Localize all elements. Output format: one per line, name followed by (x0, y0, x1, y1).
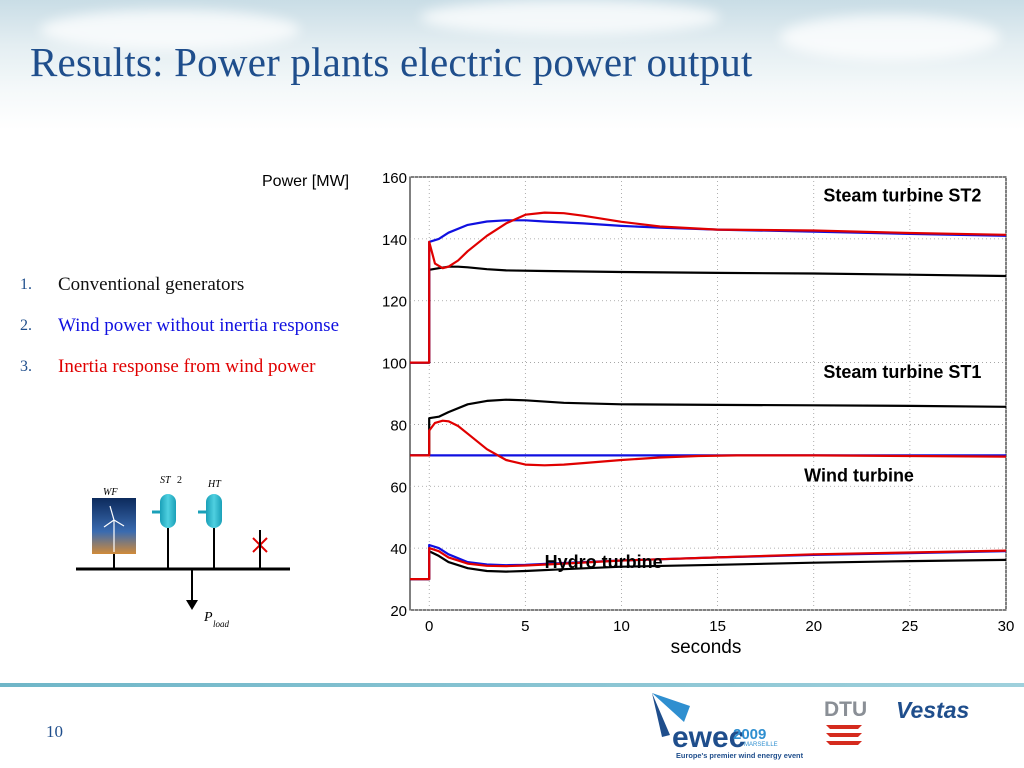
list-text: Wind power without inertia response (58, 315, 340, 336)
y-tick-label: 40 (390, 541, 407, 558)
header-background (0, 0, 1024, 130)
y-tick-label: 80 (390, 417, 407, 434)
grid (410, 176, 1007, 611)
series-annotation: Hydro turbine (545, 552, 663, 572)
legend-list: 1. Conventional generators 2. Wind power… (20, 272, 350, 395)
plot-frame (409, 176, 1007, 611)
y-tick-label: 120 (382, 294, 407, 311)
x-tick-label: 0 (425, 618, 433, 635)
slide-title: Results: Power plants electric power out… (30, 39, 753, 85)
series-line (410, 419, 1007, 467)
y-tick-label: 100 (382, 356, 407, 373)
series-lines (410, 211, 1007, 581)
x-tick-label: 5 (521, 618, 529, 635)
series-line (410, 550, 1007, 581)
series-annotation: Steam turbine ST2 (823, 186, 981, 206)
x-axis-label: seconds (671, 637, 742, 658)
y-axis-label: Power [MW] (262, 173, 349, 190)
y-tick-label: 60 (390, 479, 407, 496)
list-text: Inertia response from wind power (58, 356, 316, 377)
cloud-decoration (780, 15, 1000, 60)
list-item: 1. Conventional generators (20, 272, 350, 298)
x-tick-label: 15 (709, 618, 726, 635)
cloud-decoration (40, 10, 300, 50)
y-tick-label: 160 (382, 170, 407, 187)
series-annotation: Wind turbine (804, 466, 914, 486)
list-number: 1. (20, 276, 32, 293)
series-line (410, 219, 1007, 364)
list-item: 2. Wind power without inertia response (20, 313, 350, 339)
cloud-decoration (420, 0, 720, 35)
series-line (410, 265, 1007, 364)
x-tick-label: 25 (902, 618, 919, 635)
list-number: 2. (20, 317, 32, 334)
y-tick-label: 20 (390, 603, 407, 620)
x-tick-label: 20 (805, 618, 822, 635)
slide-number: 10 (46, 722, 63, 741)
list-text: Conventional generators (58, 274, 245, 295)
x-tick-label: 30 (998, 618, 1015, 635)
ticks: 0 5 10 15 20 25 30 20 40 60 80 100 120 140 160 (382, 170, 1014, 635)
footer-divider (0, 683, 1024, 687)
series-line (410, 211, 1007, 364)
series-line (410, 546, 1007, 581)
x-tick-label: 10 (613, 618, 630, 635)
annotations: Steam turbine ST2 Steam turbine ST1 Wind t… (545, 186, 982, 573)
series-annotation: Steam turbine ST1 (823, 362, 981, 382)
series-line (410, 398, 1007, 457)
y-tick-label: 140 (382, 232, 407, 249)
list-item: 3. Inertia response from wind power (20, 354, 350, 380)
list-number: 3. (20, 358, 32, 375)
